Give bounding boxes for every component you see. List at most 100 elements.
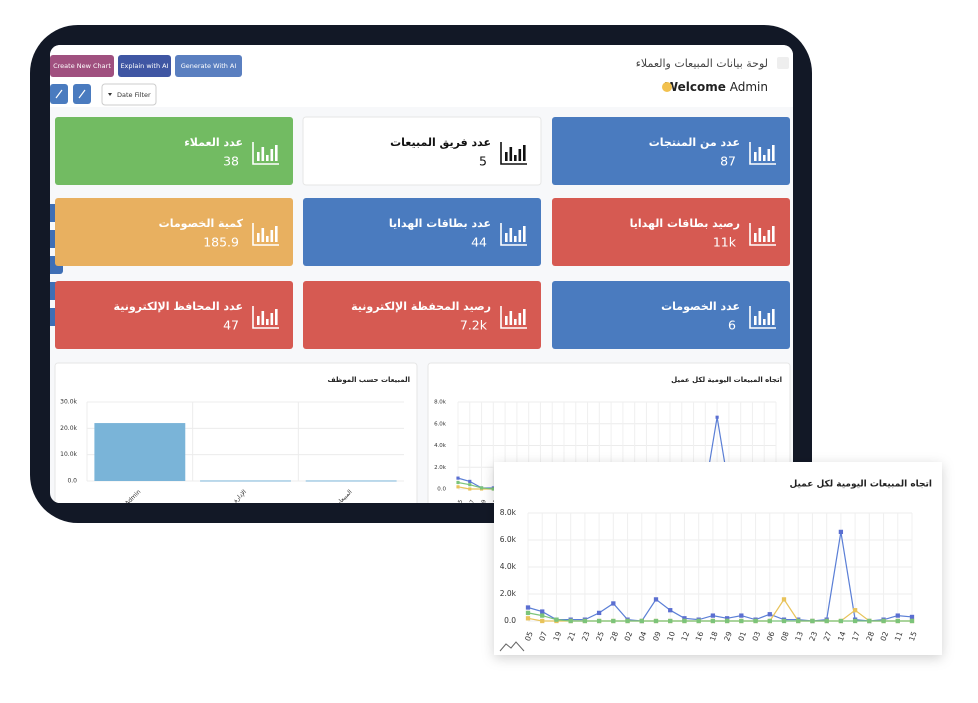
- toolbar-button[interactable]: [175, 55, 242, 77]
- point: [838, 529, 844, 535]
- welcome: Welcome Admin: [665, 80, 768, 94]
- y-tick-label: 6.0k: [500, 535, 517, 544]
- point: [710, 613, 716, 618]
- point: [611, 601, 616, 606]
- stat-icon-bar: [772, 226, 775, 242]
- stat-icon-bar: [754, 152, 757, 161]
- x-tick-label: 25: [594, 630, 606, 642]
- stat-card-title: رصيد بطاقات الهدايا: [630, 217, 740, 230]
- point: [696, 618, 701, 624]
- point: [881, 618, 886, 624]
- point: [554, 617, 559, 622]
- point: [479, 486, 484, 490]
- point: [710, 618, 716, 624]
- y-tick-label: 8.0k: [500, 508, 517, 517]
- stat-icon: [252, 142, 279, 165]
- stat-card[interactable]: [552, 117, 790, 185]
- point: [540, 618, 545, 624]
- chart-title: اتجاه المبيعات اليومية لكل عميل: [671, 376, 782, 384]
- point: [852, 608, 858, 613]
- stat-icon-bar: [270, 149, 274, 161]
- point: [668, 618, 673, 624]
- toolbar-button[interactable]: [118, 55, 171, 77]
- stat-icon-bar: [514, 155, 517, 161]
- stat-card-title: عدد فريق المبيعات: [390, 136, 491, 149]
- x-tick-label: 03: [751, 630, 763, 642]
- stat-icon-bar: [261, 311, 265, 325]
- stat-card[interactable]: [303, 281, 541, 349]
- point: [767, 612, 772, 617]
- top-bar: [50, 45, 793, 107]
- stat-icon-bar: [518, 313, 522, 325]
- x-tick-label: 08: [779, 630, 791, 642]
- stat-card[interactable]: [303, 198, 541, 266]
- x-tick-label: 28: [864, 630, 876, 642]
- point: [468, 479, 472, 483]
- point: [668, 608, 673, 613]
- toolbar-button-label: Generate With AI: [181, 62, 237, 70]
- point: [540, 613, 545, 618]
- stat-card-value: 47: [223, 318, 239, 333]
- bar: [200, 480, 291, 482]
- stat-icon-bar: [257, 233, 260, 242]
- y-tick-label: 30.0k: [60, 399, 77, 406]
- stat-card[interactable]: [552, 281, 790, 349]
- point: [781, 618, 787, 624]
- x-tick-label: 02: [879, 630, 891, 642]
- x-tick-label: 04: [637, 630, 649, 642]
- stat-icon-bar: [772, 309, 775, 325]
- stat-icon-bar: [509, 311, 513, 325]
- stat-icon-bar: [763, 319, 766, 325]
- menu-toggle[interactable]: [777, 57, 789, 69]
- stat-icon-bar: [266, 319, 269, 325]
- stat-icon-bar: [266, 155, 269, 161]
- popup-chart: اتجاه المبيعات اليومية لكل عميل 0.0 2.0k 4.…: [494, 462, 942, 655]
- icon-glyph: [78, 89, 86, 99]
- stat-card[interactable]: [55, 281, 293, 349]
- icon-glyph: [55, 89, 63, 99]
- point: [525, 610, 531, 616]
- chart-icon: [499, 641, 525, 652]
- stat-icon-bar: [767, 230, 771, 242]
- point: [611, 618, 616, 624]
- date-filter[interactable]: [101, 83, 157, 106]
- stat-card[interactable]: [552, 198, 790, 266]
- x-tick-label: 16: [694, 630, 706, 642]
- stat-card[interactable]: [55, 117, 293, 185]
- point: [491, 487, 495, 491]
- stat-icon-bar: [257, 152, 260, 161]
- stat-icon-bar: [758, 311, 762, 325]
- stat-icon: [252, 306, 279, 329]
- point: [909, 614, 915, 620]
- stat-card-value: 44: [471, 235, 487, 250]
- stat-icon-bar: [763, 155, 766, 161]
- x-tick-label: 21: [566, 630, 578, 642]
- toolbar-button[interactable]: [50, 55, 114, 77]
- x-tick-label: 06: [765, 630, 777, 642]
- stat-card-value: 185.9: [203, 235, 239, 250]
- stat-icon: [500, 142, 527, 165]
- stat-icon: [749, 306, 776, 329]
- stat-icon-bar: [523, 309, 526, 325]
- x-tick-label: 19: [551, 630, 563, 642]
- stat-card-value: 38: [223, 154, 239, 169]
- stat-icon-bar: [509, 228, 513, 242]
- stat-card[interactable]: [302, 116, 542, 186]
- stat-icon: [252, 223, 279, 246]
- stat-icon-bar: [523, 226, 526, 242]
- point: [867, 618, 872, 624]
- point: [715, 415, 719, 419]
- stat-icon-bar: [514, 236, 517, 242]
- wave-icon: [662, 82, 672, 92]
- x-tick-label: 18: [708, 630, 720, 642]
- y-tick-label: 0.0: [437, 487, 446, 493]
- x-tick-label: 19: [480, 499, 488, 508]
- stat-icon-bar: [505, 316, 508, 325]
- x-tick-label: 15: [907, 630, 919, 642]
- stat-card-value: 87: [720, 154, 736, 169]
- stat-card[interactable]: [55, 198, 293, 266]
- point: [468, 487, 472, 491]
- point: [653, 597, 659, 602]
- stat-icon: [500, 223, 527, 246]
